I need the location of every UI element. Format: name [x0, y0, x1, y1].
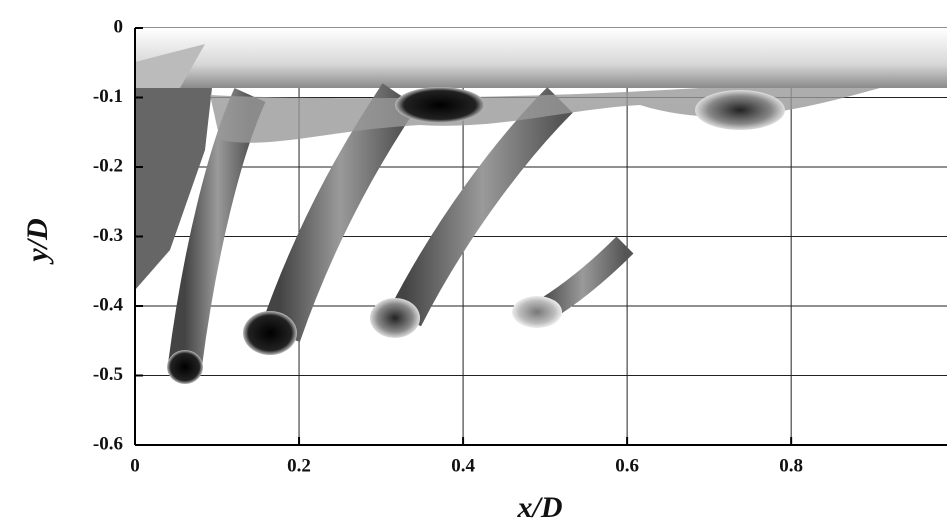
- y-tick-label: -0.2: [93, 155, 123, 176]
- y-tick-label: -0.5: [93, 364, 123, 385]
- vortex-cap: [695, 90, 785, 130]
- vortex-cap: [512, 296, 562, 328]
- y-tick-label: -0.1: [93, 86, 123, 107]
- vortex-tube: [388, 87, 573, 327]
- flow-rendering: [135, 28, 947, 384]
- vortex-cap: [243, 311, 297, 355]
- y-tick-label: -0.6: [93, 433, 123, 454]
- y-axis-label: y/D: [21, 218, 54, 264]
- wall: [135, 28, 947, 88]
- vortex-cap: [167, 350, 203, 384]
- x-tick-label: 0.6: [615, 455, 639, 476]
- vortex-sheet: [135, 88, 212, 290]
- y-tick-label: 0: [114, 16, 124, 37]
- vortex-cap: [370, 298, 420, 338]
- x-tick-label: 0.2: [287, 455, 311, 476]
- y-tick-label: -0.3: [93, 225, 123, 246]
- vortex-cap: [395, 87, 485, 123]
- y-tick-label: -0.4: [93, 294, 124, 315]
- x-tick-label: 0: [130, 455, 140, 476]
- x-tick-label: 0.8: [779, 455, 803, 476]
- wall-wedge: [135, 44, 205, 88]
- x-tick-label: 0.4: [451, 455, 475, 476]
- x-axis-label: x/D: [517, 491, 563, 524]
